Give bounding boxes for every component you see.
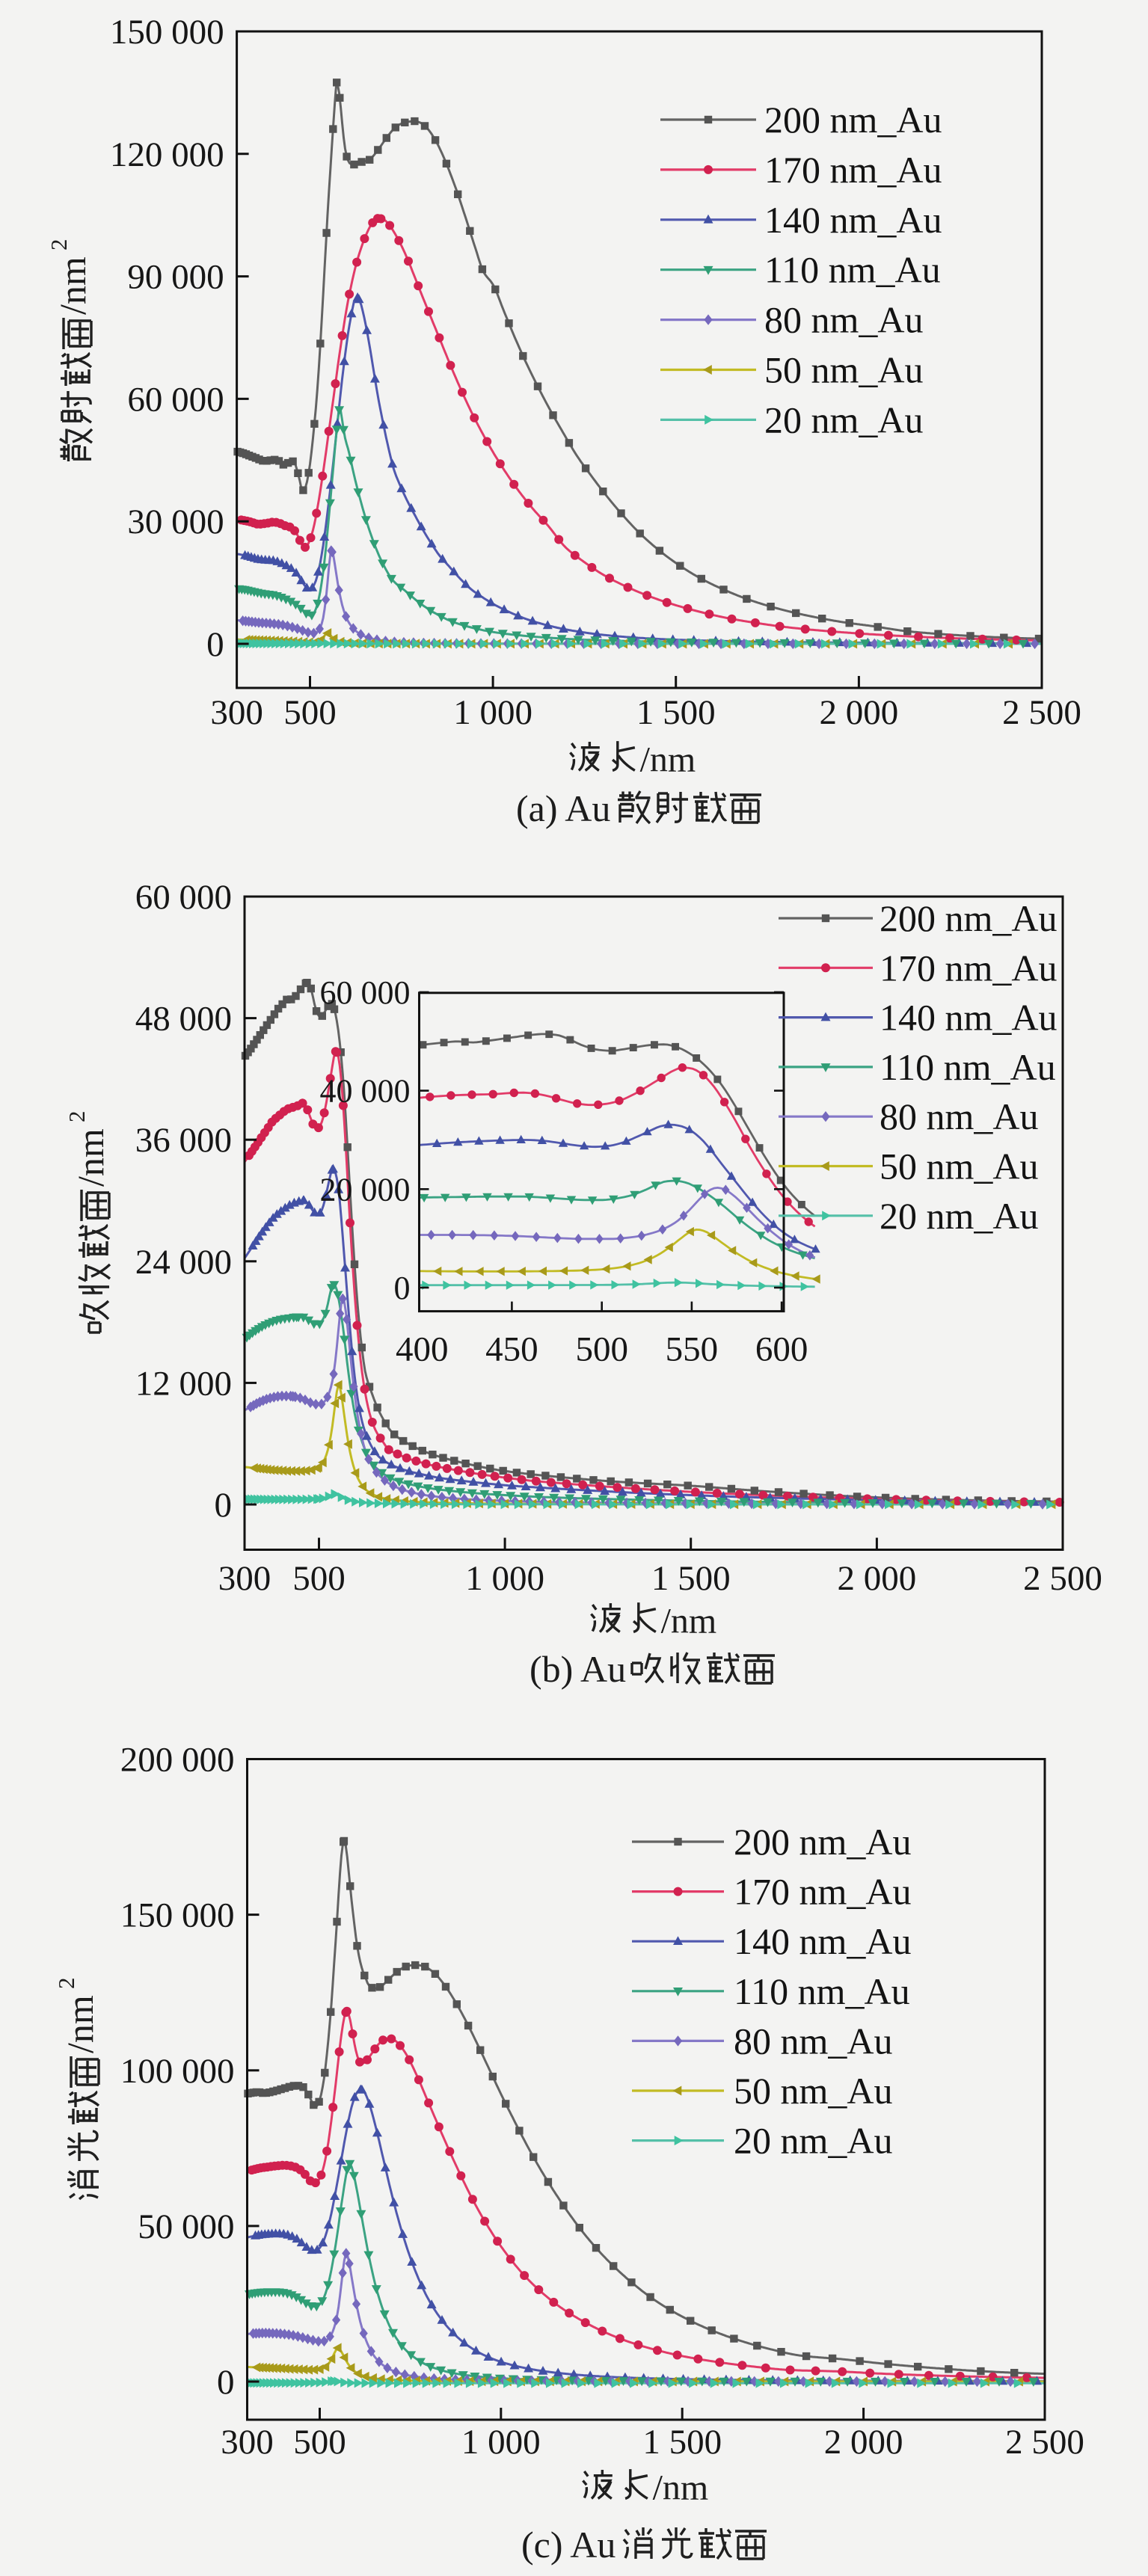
svg-text:50 000: 50 000 [138, 2207, 234, 2246]
svg-text:(a) Au: (a) Au [516, 787, 610, 829]
svg-text:170 nm_Au: 170 nm_Au [734, 1871, 912, 1913]
svg-text:30 000: 30 000 [127, 502, 224, 541]
svg-text:200 nm_Au: 200 nm_Au [734, 1821, 912, 1863]
svg-text:2 500: 2 500 [1023, 1559, 1102, 1598]
svg-text:140 nm_Au: 140 nm_Au [734, 1920, 912, 1962]
svg-text:20 nm_Au: 20 nm_Au [764, 399, 924, 440]
svg-text:500: 500 [575, 1330, 628, 1369]
svg-text:2: 2 [64, 1111, 90, 1123]
svg-text:500: 500 [283, 693, 337, 732]
svg-text:90 000: 90 000 [127, 258, 224, 297]
svg-text:120 000: 120 000 [110, 135, 224, 174]
svg-text:170 nm_Au: 170 nm_Au [880, 947, 1058, 989]
svg-text:50 nm_Au: 50 nm_Au [880, 1146, 1039, 1187]
svg-text:40 000: 40 000 [320, 1073, 411, 1110]
svg-text:20 000: 20 000 [320, 1171, 411, 1208]
svg-text:60 000: 60 000 [127, 380, 224, 419]
svg-text:550: 550 [666, 1330, 719, 1369]
svg-text:2: 2 [53, 1978, 79, 1990]
svg-text:(c) Au: (c) Au [521, 2524, 616, 2566]
svg-text:450: 450 [485, 1330, 538, 1369]
svg-text:200 000: 200 000 [120, 1741, 235, 1780]
svg-text:100 000: 100 000 [120, 2052, 235, 2091]
svg-text:20 nm_Au: 20 nm_Au [734, 2120, 893, 2162]
svg-text:2 500: 2 500 [1002, 693, 1081, 732]
svg-text:300: 300 [221, 2423, 274, 2462]
svg-text:150 000: 150 000 [120, 1896, 235, 1935]
svg-text:12 000: 12 000 [135, 1364, 232, 1403]
svg-text:/nm: /nm [640, 740, 696, 779]
svg-text:0: 0 [394, 1270, 411, 1306]
svg-text:500: 500 [293, 2423, 346, 2462]
svg-text:140 nm_Au: 140 nm_Au [880, 997, 1058, 1039]
svg-text:24 000: 24 000 [135, 1243, 232, 1282]
svg-text:2 000: 2 000 [824, 2423, 903, 2462]
svg-text:50 nm_Au: 50 nm_Au [764, 349, 924, 391]
svg-text:1 000: 1 000 [461, 2423, 541, 2462]
svg-text:500: 500 [292, 1559, 346, 1598]
svg-text:36 000: 36 000 [135, 1121, 232, 1160]
svg-text:/nm: /nm [70, 1128, 111, 1187]
svg-text:2 500: 2 500 [1005, 2423, 1084, 2462]
svg-text:200 nm_Au: 200 nm_Au [764, 99, 942, 141]
svg-text:0: 0 [206, 625, 224, 664]
svg-text:110 nm_Au: 110 nm_Au [764, 249, 941, 291]
svg-text:1 000: 1 000 [465, 1559, 544, 1598]
svg-text:300: 300 [210, 693, 263, 732]
svg-text:/nm: /nm [661, 1601, 717, 1641]
svg-text:50 nm_Au: 50 nm_Au [734, 2070, 893, 2112]
svg-text:20 nm_Au: 20 nm_Au [880, 1195, 1039, 1237]
svg-text:/nm: /nm [52, 256, 93, 315]
svg-text:400: 400 [396, 1330, 449, 1369]
svg-text:(b) Au: (b) Au [530, 1648, 626, 1690]
svg-text:60 000: 60 000 [320, 974, 411, 1011]
svg-text:80 nm_Au: 80 nm_Au [764, 299, 924, 341]
svg-text:110 nm_Au: 110 nm_Au [734, 1970, 910, 2012]
svg-text:0: 0 [215, 1486, 233, 1525]
svg-text:1 500: 1 500 [636, 693, 716, 732]
svg-text:1 500: 1 500 [651, 1559, 731, 1598]
svg-text:/nm: /nm [653, 2468, 709, 2507]
svg-text:0: 0 [217, 2363, 235, 2402]
svg-text:150 000: 150 000 [110, 13, 224, 52]
svg-text:140 nm_Au: 140 nm_Au [764, 199, 942, 241]
svg-text:170 nm_Au: 170 nm_Au [764, 149, 942, 191]
svg-text:/nm: /nm [59, 1995, 101, 2053]
svg-text:1 500: 1 500 [642, 2423, 722, 2462]
svg-text:80 nm_Au: 80 nm_Au [734, 2020, 893, 2062]
svg-text:48 000: 48 000 [135, 1000, 232, 1039]
svg-text:300: 300 [218, 1559, 271, 1598]
svg-text:110 nm_Au: 110 nm_Au [880, 1046, 1056, 1088]
svg-text:200 nm_Au: 200 nm_Au [880, 897, 1058, 939]
svg-text:2 000: 2 000 [820, 693, 899, 732]
svg-text:60 000: 60 000 [135, 878, 232, 917]
svg-text:80 nm_Au: 80 nm_Au [880, 1095, 1039, 1137]
svg-text:2 000: 2 000 [838, 1559, 917, 1598]
svg-text:600: 600 [755, 1330, 808, 1369]
svg-text:2: 2 [46, 239, 72, 251]
svg-text:1 000: 1 000 [453, 693, 532, 732]
